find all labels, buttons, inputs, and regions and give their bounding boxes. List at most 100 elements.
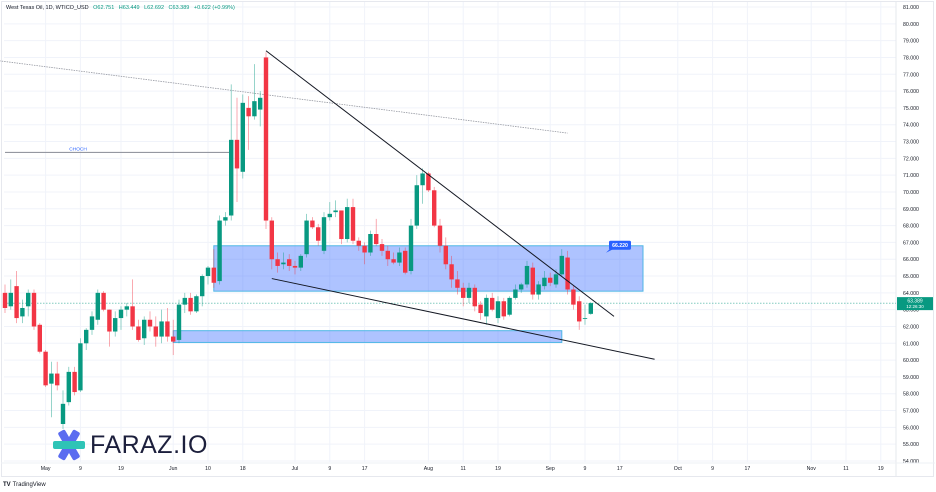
candle-down[interactable]: [478, 304, 483, 314]
candle-down[interactable]: [362, 245, 367, 253]
candle-up[interactable]: [240, 102, 245, 172]
candle-up[interactable]: [8, 292, 13, 307]
candle-down[interactable]: [571, 289, 576, 305]
candle-down[interactable]: [426, 173, 431, 191]
candle-up[interactable]: [304, 220, 309, 255]
candle-down[interactable]: [136, 326, 141, 340]
candle-up[interactable]: [588, 303, 593, 314]
candle-up[interactable]: [118, 309, 124, 319]
candle-up[interactable]: [113, 318, 118, 332]
candle-down[interactable]: [530, 267, 535, 295]
candle-up[interactable]: [559, 255, 564, 275]
candle-up[interactable]: [327, 213, 332, 218]
candle-up[interactable]: [60, 403, 66, 425]
candle-down[interactable]: [310, 220, 315, 228]
candle-down[interactable]: [316, 227, 321, 241]
tradingview-brand[interactable]: TV TradingView: [3, 482, 46, 488]
candle-up[interactable]: [420, 173, 425, 186]
candle-up[interactable]: [536, 284, 541, 295]
candle-up[interactable]: [281, 262, 286, 265]
candle-down[interactable]: [55, 373, 60, 386]
candle-down[interactable]: [374, 234, 379, 245]
candle-up[interactable]: [252, 101, 257, 117]
candle-down[interactable]: [379, 244, 385, 251]
candle-up[interactable]: [229, 139, 234, 216]
candle-up[interactable]: [333, 210, 338, 213]
candle-up[interactable]: [84, 329, 89, 344]
candle-down[interactable]: [101, 292, 106, 310]
candle-down[interactable]: [548, 277, 553, 283]
candle-down[interactable]: [432, 190, 437, 226]
candle-up[interactable]: [507, 297, 512, 315]
candle-down[interactable]: [356, 240, 361, 246]
candle-down[interactable]: [2, 292, 8, 308]
candle-up[interactable]: [258, 97, 263, 110]
candle-up[interactable]: [397, 252, 402, 263]
candle-down[interactable]: [292, 265, 298, 268]
candle-up[interactable]: [408, 225, 414, 271]
candle-up[interactable]: [200, 276, 205, 297]
candle-up[interactable]: [66, 371, 71, 403]
candle-up[interactable]: [49, 373, 54, 384]
candle-up[interactable]: [519, 284, 524, 290]
candle-up[interactable]: [194, 296, 199, 312]
candle-down[interactable]: [391, 259, 396, 263]
upper-trendline[interactable]: [265, 50, 615, 317]
long-trendline[interactable]: [0, 60, 568, 134]
symbol-title[interactable]: West Texas Oil, 1D, WTICO_USD: [6, 5, 89, 11]
candle-up[interactable]: [205, 267, 211, 277]
candle-down[interactable]: [72, 371, 77, 393]
candle-down[interactable]: [350, 207, 356, 241]
candle-down[interactable]: [490, 297, 495, 310]
candle-up[interactable]: [176, 304, 182, 340]
candle-up[interactable]: [217, 220, 222, 282]
candle-up[interactable]: [368, 234, 373, 253]
candle-down[interactable]: [501, 301, 506, 317]
supply-zone-box[interactable]: [213, 245, 644, 292]
candle-down[interactable]: [165, 321, 170, 337]
candle-down[interactable]: [171, 336, 176, 342]
candle-down[interactable]: [37, 324, 42, 352]
lower-trendline[interactable]: [271, 278, 655, 360]
candle-up[interactable]: [321, 217, 327, 251]
candle-down[interactable]: [107, 309, 112, 332]
candle-up[interactable]: [524, 265, 530, 285]
candle-up[interactable]: [182, 297, 187, 305]
candle-down[interactable]: [385, 250, 390, 260]
candle-down[interactable]: [246, 107, 251, 117]
candle-up[interactable]: [466, 287, 472, 298]
candle-down[interactable]: [437, 225, 443, 246]
candle-up[interactable]: [513, 289, 518, 298]
candle-up[interactable]: [542, 277, 547, 287]
candle-down[interactable]: [339, 210, 344, 240]
candle-down[interactable]: [14, 286, 19, 319]
candle-up[interactable]: [142, 319, 147, 339]
candle-down[interactable]: [287, 259, 292, 266]
candle-down[interactable]: [455, 279, 460, 288]
demand-zone-box[interactable]: [172, 330, 563, 343]
candle-up[interactable]: [495, 301, 501, 319]
candle-down[interactable]: [211, 267, 216, 283]
candle-up[interactable]: [20, 307, 25, 317]
candle-up[interactable]: [345, 207, 350, 240]
candle-up[interactable]: [95, 292, 100, 320]
candle-up[interactable]: [582, 318, 588, 319]
candle-up[interactable]: [89, 316, 95, 330]
zone-price-callout[interactable]: [609, 240, 631, 250]
candle-up[interactable]: [414, 185, 419, 226]
candle-up[interactable]: [484, 297, 489, 317]
candle-up[interactable]: [298, 255, 303, 268]
candle-down[interactable]: [449, 264, 454, 280]
candle-up[interactable]: [78, 343, 83, 391]
candle-up[interactable]: [26, 292, 31, 307]
candle-down[interactable]: [130, 306, 135, 327]
candle-down[interactable]: [275, 259, 280, 266]
candle-down[interactable]: [472, 287, 477, 307]
candle-down[interactable]: [147, 319, 153, 327]
candle-down[interactable]: [269, 220, 274, 260]
candle-up[interactable]: [159, 321, 164, 337]
candle-down[interactable]: [403, 250, 408, 273]
candle-up[interactable]: [223, 217, 228, 221]
candle-down[interactable]: [188, 297, 193, 312]
